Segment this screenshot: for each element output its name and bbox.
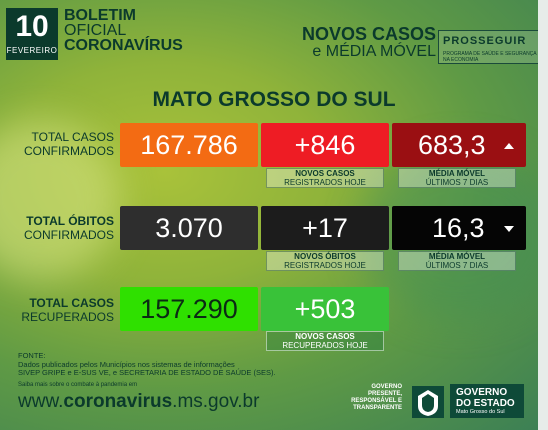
- header-subtitle: NOVOS CASOS e MÉDIA MÓVEL: [301, 24, 436, 60]
- deaths-average-box: 16,3: [392, 206, 526, 250]
- sources-line2: SIVEP GRIPE e E-SUS VE, e SECRETARIA DE …: [18, 368, 276, 377]
- gov-subtitle: Mato Grosso do Sul: [456, 409, 505, 415]
- title-line2: OFICIAL: [64, 22, 127, 39]
- recovered-new-caption: NOVOS CASOS RECUPERADOS HOJE: [266, 331, 384, 351]
- state-title: MATO GROSSO DO SUL: [152, 88, 396, 111]
- url-suffix: .ms.gov.br: [172, 391, 260, 412]
- government-slogan: GOVERNO PRESENTE, RESPONSÁVEL E TRANSPAR…: [340, 384, 402, 412]
- slogan-line2: PRESENTE,: [367, 391, 402, 397]
- slogan-line1: GOVERNO: [371, 384, 402, 390]
- more-info-text: Saiba mais sobre o combate à pandemia em: [18, 382, 138, 388]
- trend-up-icon: [504, 143, 514, 149]
- gov-line2: DO ESTADO: [456, 398, 515, 409]
- cases-label-line2: CONFIRMADOS: [24, 144, 114, 158]
- cases-label-line1: TOTAL CASOS: [31, 130, 114, 144]
- date-month: FEVEREIRO: [6, 46, 58, 55]
- website-link[interactable]: www.coronavirus.ms.gov.br: [18, 391, 259, 413]
- sources-label: FONTE:: [18, 351, 46, 360]
- logo-name: PROSSEGUIR: [443, 35, 527, 47]
- deaths-new-box: +17: [261, 206, 389, 250]
- caption-line2: ÚLTIMOS 7 DIAS: [425, 261, 489, 270]
- caption-line1: NOVOS CASOS: [295, 169, 355, 178]
- right-edge-strip: [538, 0, 548, 430]
- header-subtitle-line1: NOVOS CASOS: [301, 24, 436, 44]
- caption-line1: MÉDIA MÓVEL: [428, 252, 486, 261]
- header-subtitle-line2: e MÉDIA MÓVEL: [312, 43, 436, 60]
- bulletin-title: BOLETIM OFICIAL CORONAVÍRUS: [64, 7, 183, 54]
- deaths-average-value: 16,3: [432, 213, 485, 243]
- title-line3: CORONAVÍRUS: [64, 37, 183, 54]
- deaths-new-caption: NOVOS ÓBITOS REGISTRADOS HOJE: [266, 251, 384, 271]
- url-prefix: www.: [18, 391, 64, 412]
- cases-row-label: TOTAL CASOS CONFIRMADOS: [14, 130, 114, 158]
- cases-average-box: 683,3: [392, 123, 526, 167]
- deaths-average-caption: MÉDIA MÓVEL ÚLTIMOS 7 DIAS: [398, 251, 516, 271]
- date-badge: 10 FEVEREIRO: [6, 8, 58, 60]
- deaths-label-line2: CONFIRMADOS: [24, 228, 114, 242]
- caption-line1: NOVOS CASOS: [295, 332, 355, 341]
- caption-line1: NOVOS ÓBITOS: [294, 252, 356, 261]
- gov-title: GOVERNO DO ESTADO: [456, 387, 515, 409]
- deaths-label-line1: TOTAL ÓBITOS: [26, 214, 114, 228]
- recovered-row-label: TOTAL CASOS RECUPERADOS: [14, 296, 114, 324]
- government-logo: GOVERNO DO ESTADO Mato Grosso do Sul: [450, 384, 524, 418]
- caption-line2: REGISTRADOS HOJE: [284, 261, 366, 270]
- caption-line1: MÉDIA MÓVEL: [428, 169, 486, 178]
- recovered-label-line2: RECUPERADOS: [21, 310, 114, 324]
- url-bold: coronavirus: [63, 391, 173, 412]
- title-line1: BOLETIM: [64, 7, 136, 24]
- deaths-row-label: TOTAL ÓBITOS CONFIRMADOS: [14, 214, 114, 242]
- recovered-new-box: +503: [261, 287, 389, 331]
- recovered-total-box: 157.290: [120, 287, 258, 331]
- slogan-line3: RESPONSÁVEL E: [351, 398, 402, 404]
- cases-average-value: 683,3: [418, 130, 486, 160]
- caption-line2: ÚLTIMOS 7 DIAS: [425, 178, 489, 187]
- cases-new-box: +846: [261, 123, 389, 167]
- slogan-line4: TRANSPARENTE: [353, 405, 402, 411]
- cases-average-caption: MÉDIA MÓVEL ÚLTIMOS 7 DIAS: [398, 168, 516, 188]
- date-day: 10: [15, 10, 49, 43]
- recovered-label-line1: TOTAL CASOS: [29, 296, 114, 310]
- state-emblem-icon: [412, 386, 444, 418]
- cases-total-box: 167.786: [120, 123, 258, 167]
- gov-line1: GOVERNO: [456, 387, 508, 398]
- sources-note: FONTE: Dados publicados pelos Municípios…: [18, 351, 276, 378]
- sources-line1: Dados publicados pelos Municípios nos si…: [18, 359, 235, 369]
- caption-line2: REGISTRADOS HOJE: [284, 178, 366, 187]
- logo-tagline: PROGRAMA DE SAÚDE E SEGURANÇA NA ECONOMI…: [443, 51, 537, 63]
- caption-line2: RECUPERADOS HOJE: [282, 341, 368, 350]
- prosseguir-logo: PROSSEGUIR PROGRAMA DE SAÚDE E SEGURANÇA…: [438, 30, 540, 64]
- trend-down-icon: [504, 226, 514, 232]
- cases-new-caption: NOVOS CASOS REGISTRADOS HOJE: [266, 168, 384, 188]
- deaths-total-box: 3.070: [120, 206, 258, 250]
